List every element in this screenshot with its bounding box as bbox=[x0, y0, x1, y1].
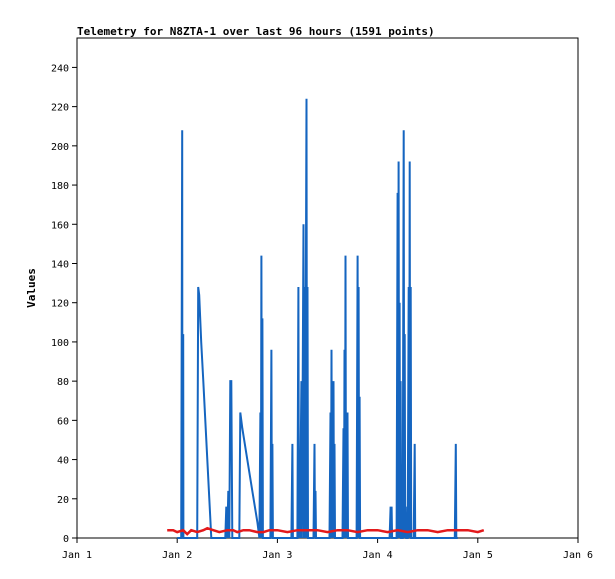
x-tick-label: Jan 5 bbox=[463, 550, 493, 561]
chart-title: Telemetry for N8ZTA-1 over last 96 hours… bbox=[77, 25, 435, 38]
y-tick-label: 80 bbox=[57, 377, 69, 388]
series-line-2 bbox=[167, 526, 485, 536]
y-tick-label: 60 bbox=[57, 416, 69, 427]
y-tick-label: 140 bbox=[51, 259, 69, 270]
y-tick-label: 20 bbox=[57, 495, 69, 506]
y-axis: 0 20 40 60 80 100 120 140 160 180 200 220 240 bbox=[51, 63, 77, 545]
x-axis: Jan 1 Jan 2 Jan 3 Jan 4 Jan 5 Jan 6 bbox=[62, 538, 593, 561]
series-line-1 bbox=[177, 98, 458, 539]
y-tick-label: 160 bbox=[51, 220, 69, 231]
x-tick-label: Jan 1 bbox=[62, 550, 92, 561]
x-tick-label: Jan 4 bbox=[363, 550, 393, 561]
y-tick-label: 180 bbox=[51, 181, 69, 192]
y-tick-label: 220 bbox=[51, 103, 69, 114]
y-tick-label: 120 bbox=[51, 299, 69, 310]
series-layer bbox=[167, 98, 485, 539]
y-tick-label: 240 bbox=[51, 63, 69, 74]
plot-frame bbox=[76, 37, 579, 539]
y-tick-label: 0 bbox=[63, 534, 69, 545]
y-axis-label: Values bbox=[25, 268, 38, 308]
y-tick-label: 40 bbox=[57, 456, 69, 467]
x-tick-label: Jan 2 bbox=[162, 550, 192, 561]
y-tick-label: 200 bbox=[51, 142, 69, 153]
x-tick-label: Jan 6 bbox=[563, 550, 593, 561]
y-tick-label: 100 bbox=[51, 338, 69, 349]
x-tick-label: Jan 3 bbox=[262, 550, 292, 561]
